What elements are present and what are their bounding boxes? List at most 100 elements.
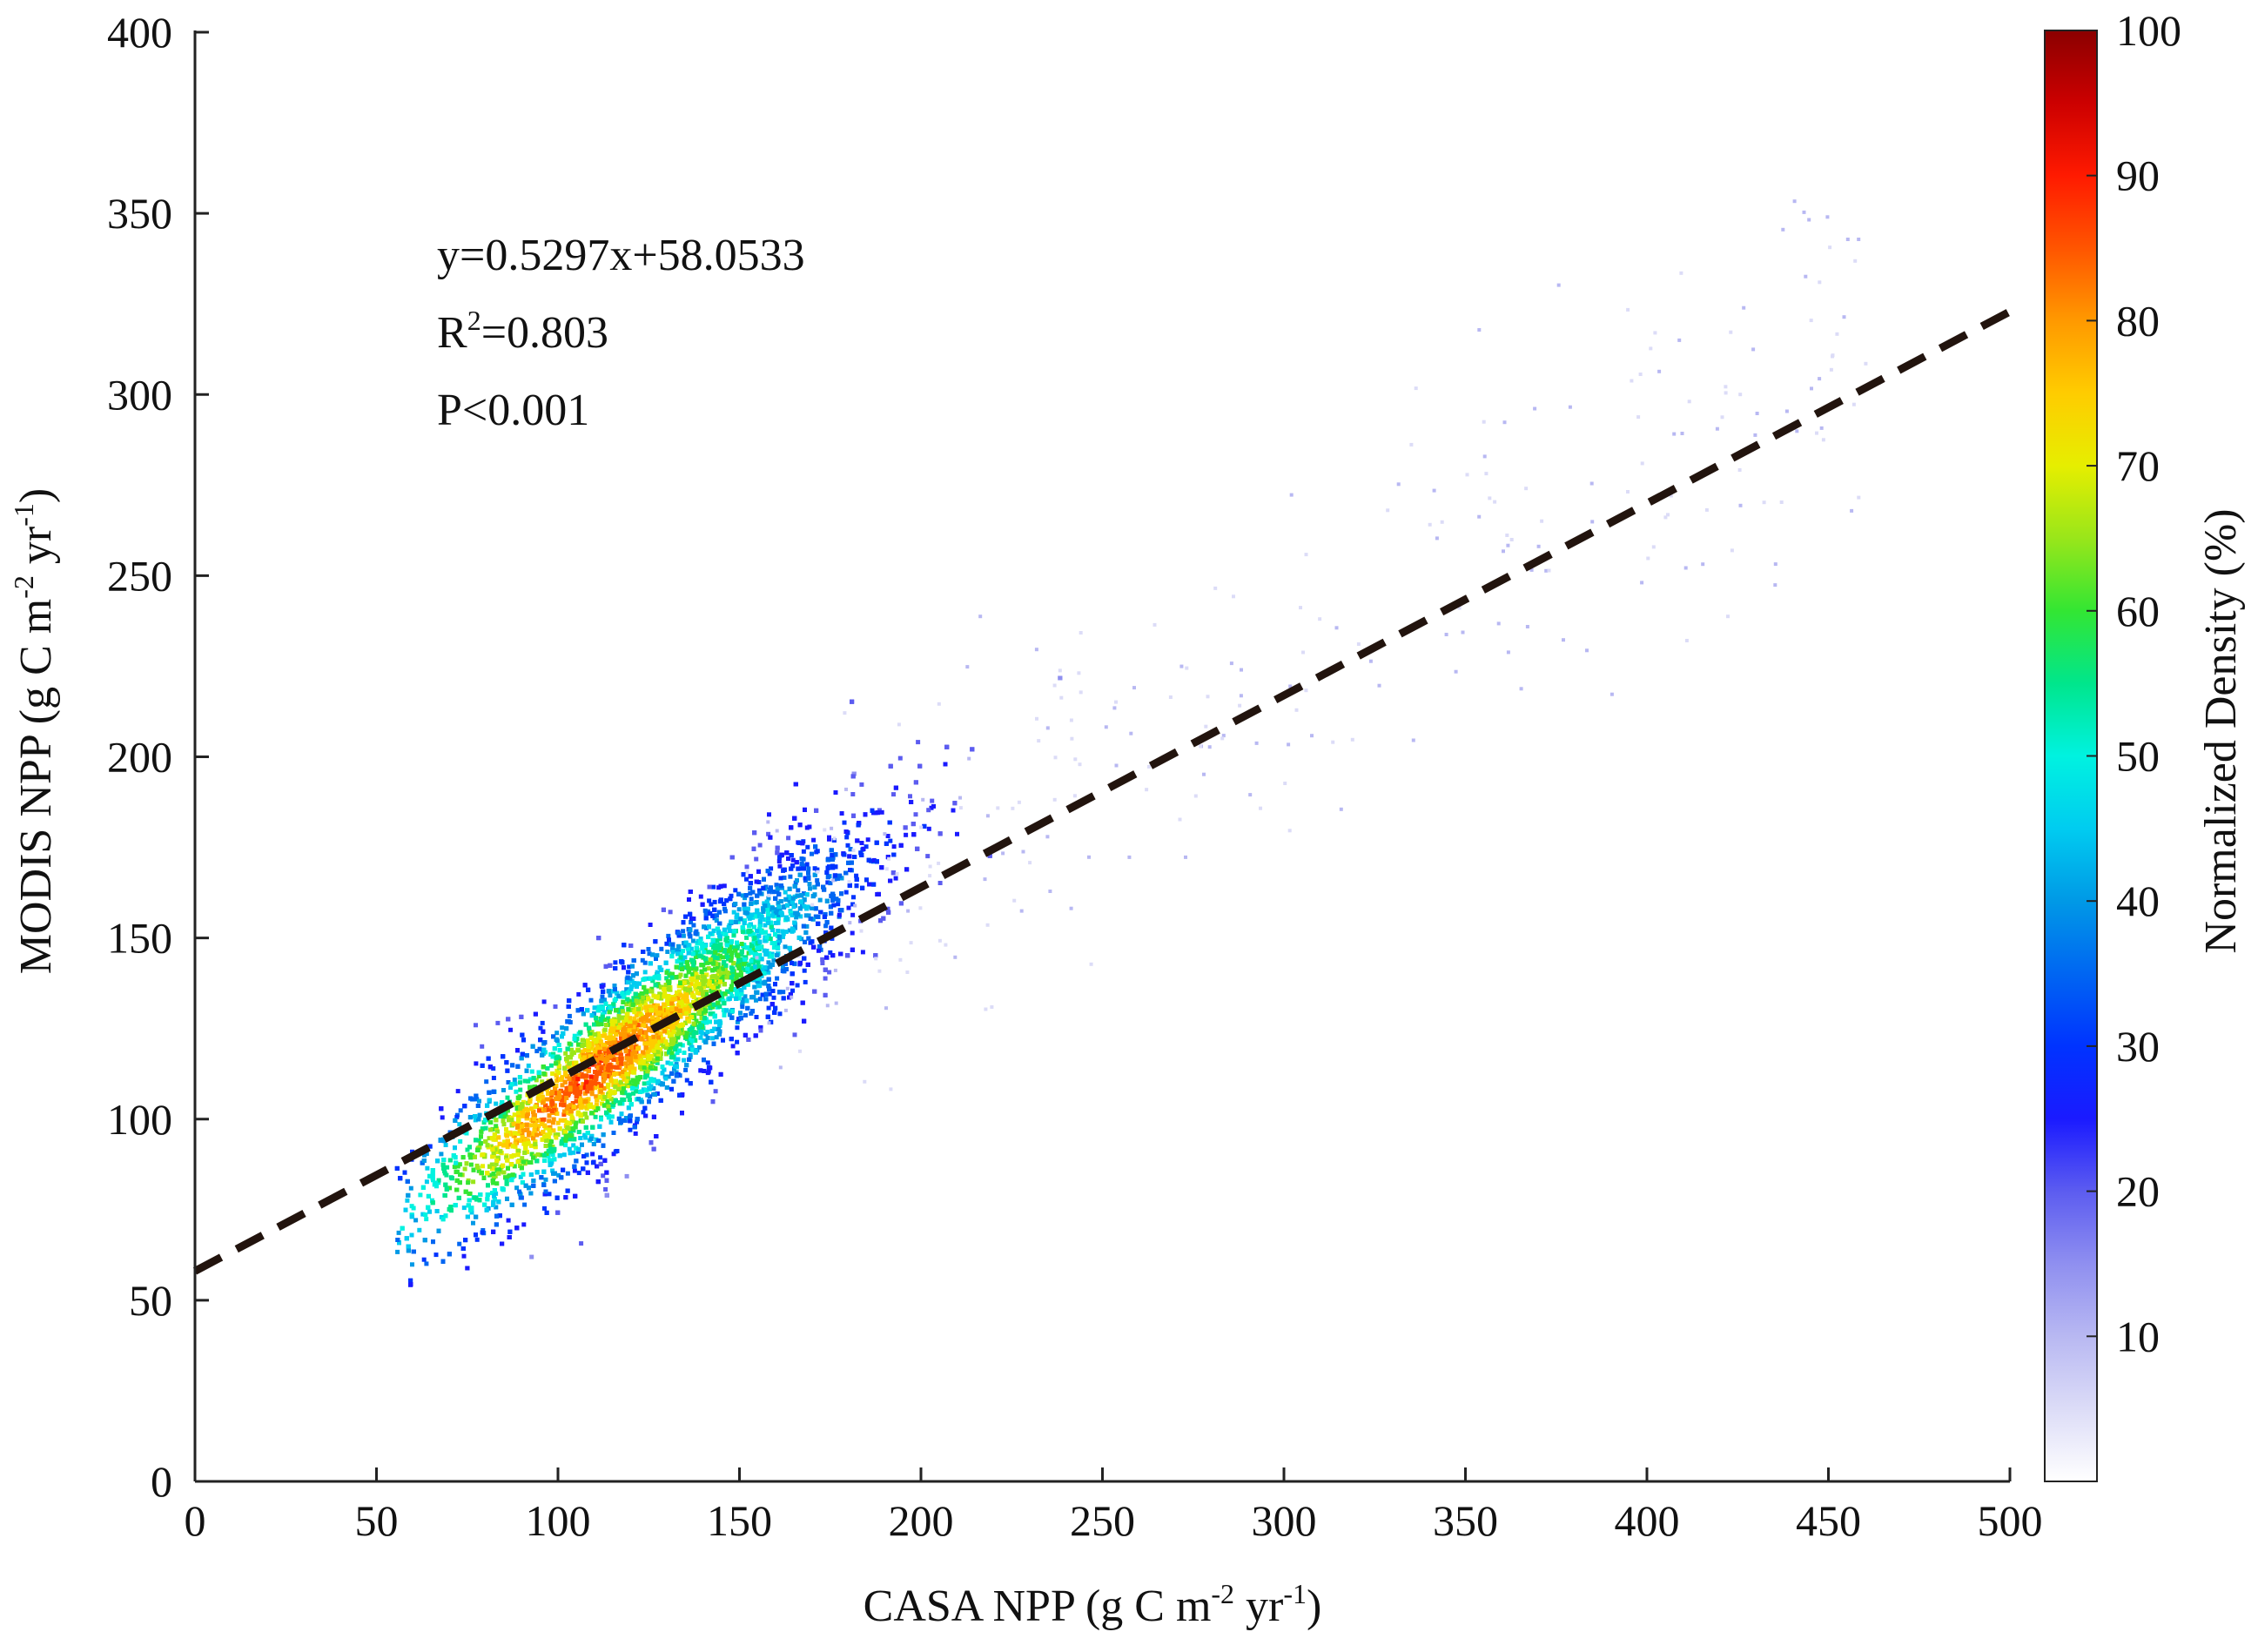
density-point — [505, 1095, 510, 1100]
density-point — [600, 1033, 605, 1038]
density-point — [729, 993, 735, 998]
density-point — [514, 1185, 520, 1191]
density-point — [717, 1019, 722, 1024]
density-point — [418, 1192, 423, 1198]
density-point — [471, 1220, 475, 1226]
density-point — [655, 1060, 660, 1065]
density-point — [457, 1122, 462, 1127]
density-point — [744, 864, 749, 870]
density-point — [480, 1044, 485, 1049]
density-point — [633, 1006, 638, 1011]
density-point — [599, 1022, 604, 1027]
density-point — [494, 1161, 499, 1166]
density-point — [484, 1079, 489, 1085]
density-point — [744, 935, 749, 940]
density-point — [828, 881, 833, 886]
density-point — [529, 1143, 534, 1148]
density-point — [512, 1131, 517, 1136]
density-point — [845, 843, 850, 848]
density-point — [474, 1023, 478, 1028]
density-point — [746, 950, 751, 956]
density-point — [747, 916, 752, 921]
density-point — [439, 1152, 444, 1157]
density-point — [681, 933, 686, 938]
density-point — [457, 1241, 462, 1246]
density-point — [547, 1192, 552, 1197]
density-point — [689, 916, 694, 921]
density-point — [567, 1146, 572, 1152]
density-point — [659, 946, 664, 951]
density-point — [468, 1162, 474, 1167]
density-point — [454, 1114, 460, 1119]
density-point — [858, 918, 864, 923]
density-point — [846, 905, 851, 910]
density-point — [763, 923, 768, 928]
density-point — [780, 929, 785, 934]
density-point — [727, 1012, 732, 1017]
density-point — [568, 1105, 573, 1111]
density-point — [659, 996, 664, 1001]
density-point — [506, 1218, 511, 1223]
density-point — [621, 1022, 626, 1027]
density-point — [569, 1047, 574, 1052]
density-point — [767, 871, 772, 876]
density-point — [641, 1087, 646, 1092]
density-point — [642, 970, 648, 975]
density-point — [730, 1044, 736, 1049]
density-point — [673, 1057, 678, 1062]
density-point — [624, 987, 629, 992]
density-point — [638, 1011, 643, 1017]
density-point — [795, 983, 800, 988]
density-point — [540, 1020, 545, 1025]
density-point — [955, 831, 959, 836]
density-point — [731, 932, 736, 937]
density-point — [687, 931, 692, 937]
density-point — [811, 837, 817, 843]
density-point — [512, 1078, 517, 1083]
density-point — [716, 962, 721, 967]
density-point — [601, 1078, 606, 1084]
density-point — [443, 1143, 448, 1147]
density-point — [682, 1058, 687, 1063]
density-point — [754, 856, 759, 862]
density-point — [738, 968, 743, 973]
density-point — [461, 1205, 467, 1211]
density-point — [775, 976, 780, 981]
density-point — [689, 946, 694, 951]
density-point — [722, 970, 727, 975]
density-point — [560, 1025, 565, 1031]
density-point — [771, 995, 776, 1000]
density-point — [519, 1122, 524, 1126]
density-point — [839, 811, 844, 816]
density-point — [705, 1060, 710, 1065]
density-point — [664, 941, 669, 946]
density-point — [654, 957, 658, 961]
density-point — [792, 1032, 797, 1038]
density-point — [491, 1076, 496, 1080]
density-point — [850, 930, 855, 936]
density-point — [534, 1049, 540, 1054]
density-point — [627, 1084, 632, 1089]
density-point — [563, 1143, 568, 1148]
density-point — [679, 951, 684, 957]
density-point — [807, 824, 812, 829]
density-point — [603, 1187, 608, 1192]
density-point — [786, 836, 791, 841]
density-point — [563, 1051, 568, 1056]
density-point — [565, 1171, 570, 1176]
density-point — [494, 1181, 500, 1186]
density-point — [436, 1178, 441, 1183]
density-point — [783, 890, 788, 895]
density-point — [587, 1028, 592, 1033]
density-point — [526, 1063, 531, 1068]
density-point — [518, 1174, 523, 1179]
density-point — [691, 923, 696, 928]
density-point — [721, 1008, 726, 1013]
density-point — [806, 913, 811, 918]
density-point — [767, 991, 772, 997]
density-point — [567, 1041, 572, 1046]
density-point — [766, 831, 771, 836]
density-point — [692, 1016, 697, 1021]
density-point — [743, 896, 748, 901]
density-point — [689, 982, 694, 987]
